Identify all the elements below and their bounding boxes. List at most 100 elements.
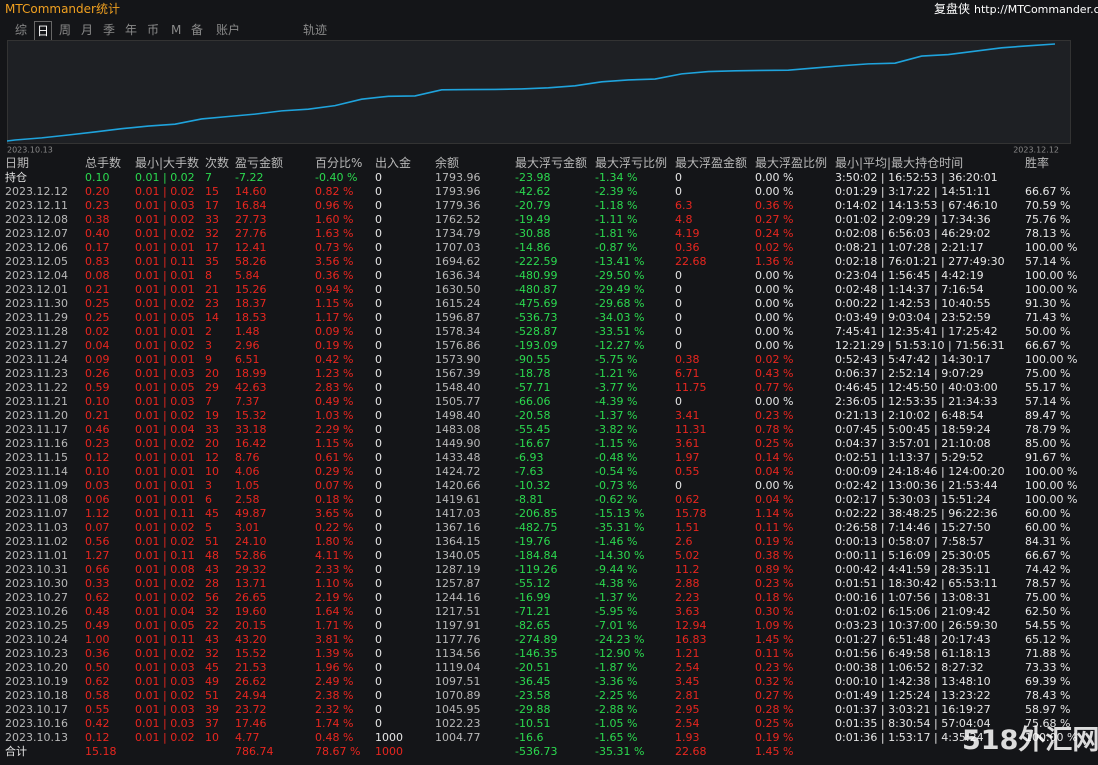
- cell: 0.23 %: [755, 661, 794, 674]
- cell: 60.00 %: [1025, 521, 1071, 534]
- cell: -0.73 %: [595, 479, 638, 492]
- cell: 0:06:37 | 2:52:14 | 9:07:29: [835, 367, 984, 380]
- cell: 13.71: [235, 577, 267, 590]
- cell: 100.00 %: [1025, 283, 1078, 296]
- column-header: 日期: [5, 156, 30, 170]
- cell: 0.48: [85, 605, 110, 618]
- cell: 43: [205, 633, 219, 646]
- tab[interactable]: 综: [15, 23, 28, 37]
- cell: 0: [375, 549, 382, 562]
- tab[interactable]: 备: [191, 23, 204, 37]
- column-header: 次数: [205, 156, 230, 170]
- cell: 3: [205, 479, 212, 492]
- url[interactable]: http://MTCommander.com: [974, 3, 1098, 16]
- cell: 1045.95: [435, 703, 481, 716]
- cell: 0.01 | 0.03: [135, 367, 195, 380]
- cell: 2.81: [675, 689, 700, 702]
- cell: 19.60: [235, 605, 267, 618]
- cell: -0.48 %: [595, 451, 638, 464]
- cell: 0: [375, 717, 382, 730]
- row-label: 2023.11.30: [5, 297, 68, 310]
- cell: 37: [205, 717, 219, 730]
- cell: 2.83 %: [315, 381, 354, 394]
- tab[interactable]: 月: [81, 23, 94, 37]
- cell: 75.00 %: [1025, 367, 1071, 380]
- cell: 0.06: [85, 493, 110, 506]
- cell: 0.25: [85, 311, 110, 324]
- cell: 4.8: [675, 213, 693, 226]
- cell: 1762.52: [435, 213, 481, 226]
- column-header: 出入金: [375, 156, 412, 170]
- cell: 0.10: [85, 171, 110, 184]
- cell: 2.49 %: [315, 675, 354, 688]
- cell: 0:52:43 | 5:47:42 | 14:30:17: [835, 353, 991, 366]
- cell: 0.12: [85, 451, 110, 464]
- cell: 11.2: [675, 563, 700, 576]
- cell: 0.01 | 0.01: [135, 283, 195, 296]
- tab[interactable]: 周: [59, 23, 72, 37]
- cell: 1779.36: [435, 199, 481, 212]
- cell: 0.20: [85, 185, 110, 198]
- cell: 0: [375, 395, 382, 408]
- cell: 0.01 | 0.03: [135, 675, 195, 688]
- cell: 0.01 | 0.02: [135, 185, 195, 198]
- cell: 29.32: [235, 563, 267, 576]
- cell: 1197.91: [435, 619, 481, 632]
- cell: 22.68: [675, 255, 707, 268]
- cell: 0.00 %: [755, 171, 794, 184]
- cell: 54.55 %: [1025, 619, 1071, 632]
- cell: -14.30 %: [595, 549, 645, 562]
- cell: 0.82 %: [315, 185, 354, 198]
- cell: 1.15 %: [315, 297, 354, 310]
- cell: -480.99: [515, 269, 558, 282]
- cell: 33: [205, 213, 219, 226]
- row-label: 2023.10.30: [5, 577, 68, 590]
- cell: -4.39 %: [595, 395, 638, 408]
- cell: 55.17 %: [1025, 381, 1071, 394]
- cell: -274.89: [515, 633, 558, 646]
- cell: 6.51: [235, 353, 260, 366]
- cell: 3: [205, 339, 212, 352]
- cell: -1.05 %: [595, 717, 638, 730]
- row-label: 2023.11.16: [5, 437, 68, 450]
- cell: -1.65 %: [595, 731, 638, 744]
- cell: 0: [375, 563, 382, 576]
- tab[interactable]: 季: [103, 23, 116, 37]
- brand[interactable]: 复盘侠: [934, 2, 971, 16]
- cell: 0.38: [85, 213, 110, 226]
- row-label: 2023.12.05: [5, 255, 68, 268]
- row-label: 持仓: [5, 171, 27, 184]
- cell: 0: [375, 535, 382, 548]
- column-header: 胜率: [1025, 156, 1050, 170]
- column-header: 最大浮盈金额: [675, 156, 748, 170]
- row-label: 2023.12.01: [5, 283, 68, 296]
- cell: -71.21: [515, 605, 551, 618]
- row-label: 合计: [5, 745, 27, 758]
- cell: 0.33: [85, 577, 110, 590]
- cell: 786.74: [235, 745, 274, 758]
- cell: 0: [675, 269, 682, 282]
- cell: 0:07:45 | 5:00:45 | 18:59:24: [835, 423, 991, 436]
- cell: -19.76: [515, 535, 551, 548]
- cell: 35: [205, 255, 219, 268]
- tab[interactable]: 币: [147, 23, 160, 37]
- x-end-label: 2023.12.12: [1013, 146, 1059, 155]
- cell: 100.00 %: [1025, 241, 1078, 254]
- cell: 2.19 %: [315, 591, 354, 604]
- tab[interactable]: 年: [125, 23, 138, 37]
- cell: 4.11 %: [315, 549, 354, 562]
- cell: 0.09: [85, 353, 110, 366]
- tab[interactable]: 日: [34, 21, 53, 41]
- cell: 66.67 %: [1025, 339, 1071, 352]
- tab[interactable]: M: [171, 23, 182, 37]
- cell: 0: [675, 311, 682, 324]
- cell: 22.68: [675, 745, 707, 758]
- cell: 1177.76: [435, 633, 481, 646]
- cell: 0.32 %: [755, 675, 794, 688]
- cell: 0.25: [85, 297, 110, 310]
- cell: 0:01:51 | 18:30:42 | 65:53:11: [835, 577, 998, 590]
- cell: 0.09 %: [315, 325, 354, 338]
- tab[interactable]: 轨迹: [303, 23, 328, 37]
- tab[interactable]: 账户: [216, 23, 241, 37]
- cell: 50.00 %: [1025, 325, 1071, 338]
